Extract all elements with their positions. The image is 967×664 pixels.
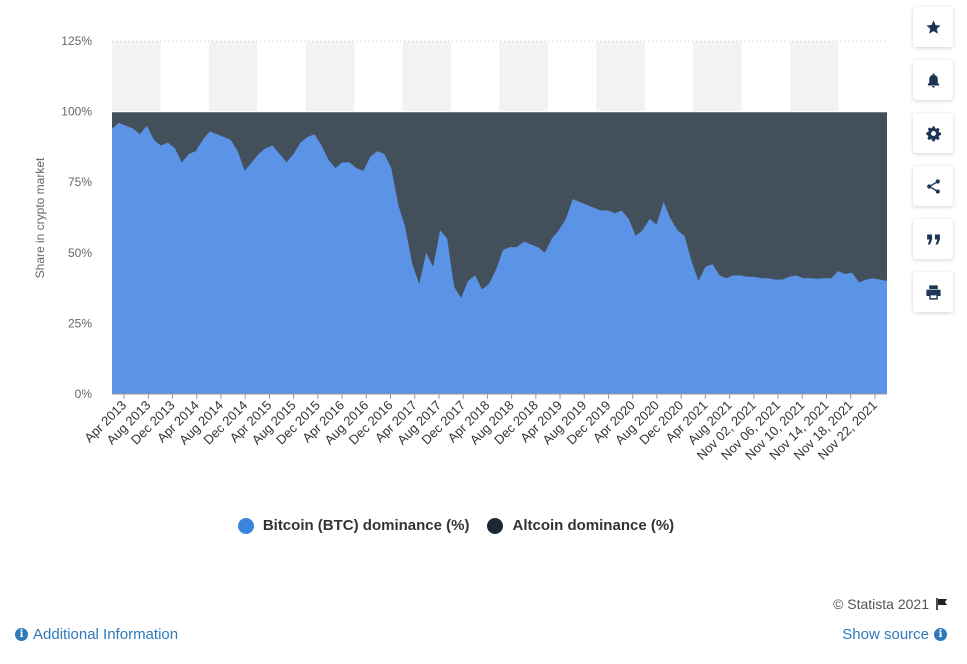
background-band bbox=[596, 41, 645, 112]
additional-information-label: Additional Information bbox=[33, 626, 179, 643]
quote-icon bbox=[926, 234, 940, 244]
gear-icon bbox=[925, 125, 941, 141]
y-tick-label: 25% bbox=[68, 316, 92, 330]
print-button[interactable] bbox=[913, 272, 953, 312]
info-icon: i bbox=[934, 628, 947, 641]
background-band bbox=[305, 41, 355, 112]
background-band bbox=[790, 41, 839, 112]
legend-item-altcoin[interactable]: Altcoin dominance (%) bbox=[487, 517, 674, 534]
background-band bbox=[499, 41, 548, 112]
legend-label-btc: Bitcoin (BTC) dominance (%) bbox=[262, 517, 470, 534]
settings-button[interactable] bbox=[913, 113, 953, 153]
credit-text: © Statista 2021 bbox=[833, 596, 929, 612]
show-source-link[interactable]: Show source i bbox=[842, 626, 947, 643]
background-band bbox=[208, 41, 258, 112]
y-tick-label: 100% bbox=[61, 105, 92, 119]
info-icon: i bbox=[15, 628, 28, 641]
chart-toolbar bbox=[913, 7, 955, 325]
plot-background-bands bbox=[112, 41, 839, 112]
flag-icon bbox=[936, 598, 947, 610]
background-band bbox=[112, 41, 161, 112]
print-icon bbox=[925, 284, 941, 300]
background-band bbox=[693, 41, 742, 112]
legend-item-btc[interactable]: Bitcoin (BTC) dominance (%) bbox=[237, 517, 470, 534]
y-tick-label: 0% bbox=[75, 387, 93, 401]
statista-credit[interactable]: © Statista 2021 bbox=[833, 596, 949, 612]
legend: Bitcoin (BTC) dominance (%) Altcoin domi… bbox=[0, 517, 912, 534]
cite-button[interactable] bbox=[913, 219, 953, 259]
legend-label-altcoin: Altcoin dominance (%) bbox=[512, 517, 675, 534]
additional-information-link[interactable]: i Additional Information bbox=[15, 626, 178, 643]
y-tick-label: 50% bbox=[68, 246, 92, 260]
background-band bbox=[402, 41, 452, 112]
share-icon bbox=[926, 178, 940, 194]
y-tick-label: 125% bbox=[61, 34, 92, 48]
y-tick-label: 75% bbox=[68, 175, 92, 189]
bell-icon bbox=[927, 72, 939, 88]
show-source-label: Show source bbox=[842, 626, 929, 643]
y-axis-title: Share in crypto market bbox=[33, 157, 47, 278]
favorite-button[interactable] bbox=[913, 7, 953, 47]
notification-button[interactable] bbox=[913, 60, 953, 100]
share-button[interactable] bbox=[913, 166, 953, 206]
series-area-btc bbox=[112, 122, 887, 395]
series-areas bbox=[112, 111, 887, 395]
legend-marker-altcoin bbox=[487, 517, 504, 534]
legend-marker-btc bbox=[237, 517, 254, 534]
y-axis-ticks: 125% 100% 75% 50% 25% 0% bbox=[61, 34, 92, 401]
star-icon bbox=[925, 19, 941, 34]
